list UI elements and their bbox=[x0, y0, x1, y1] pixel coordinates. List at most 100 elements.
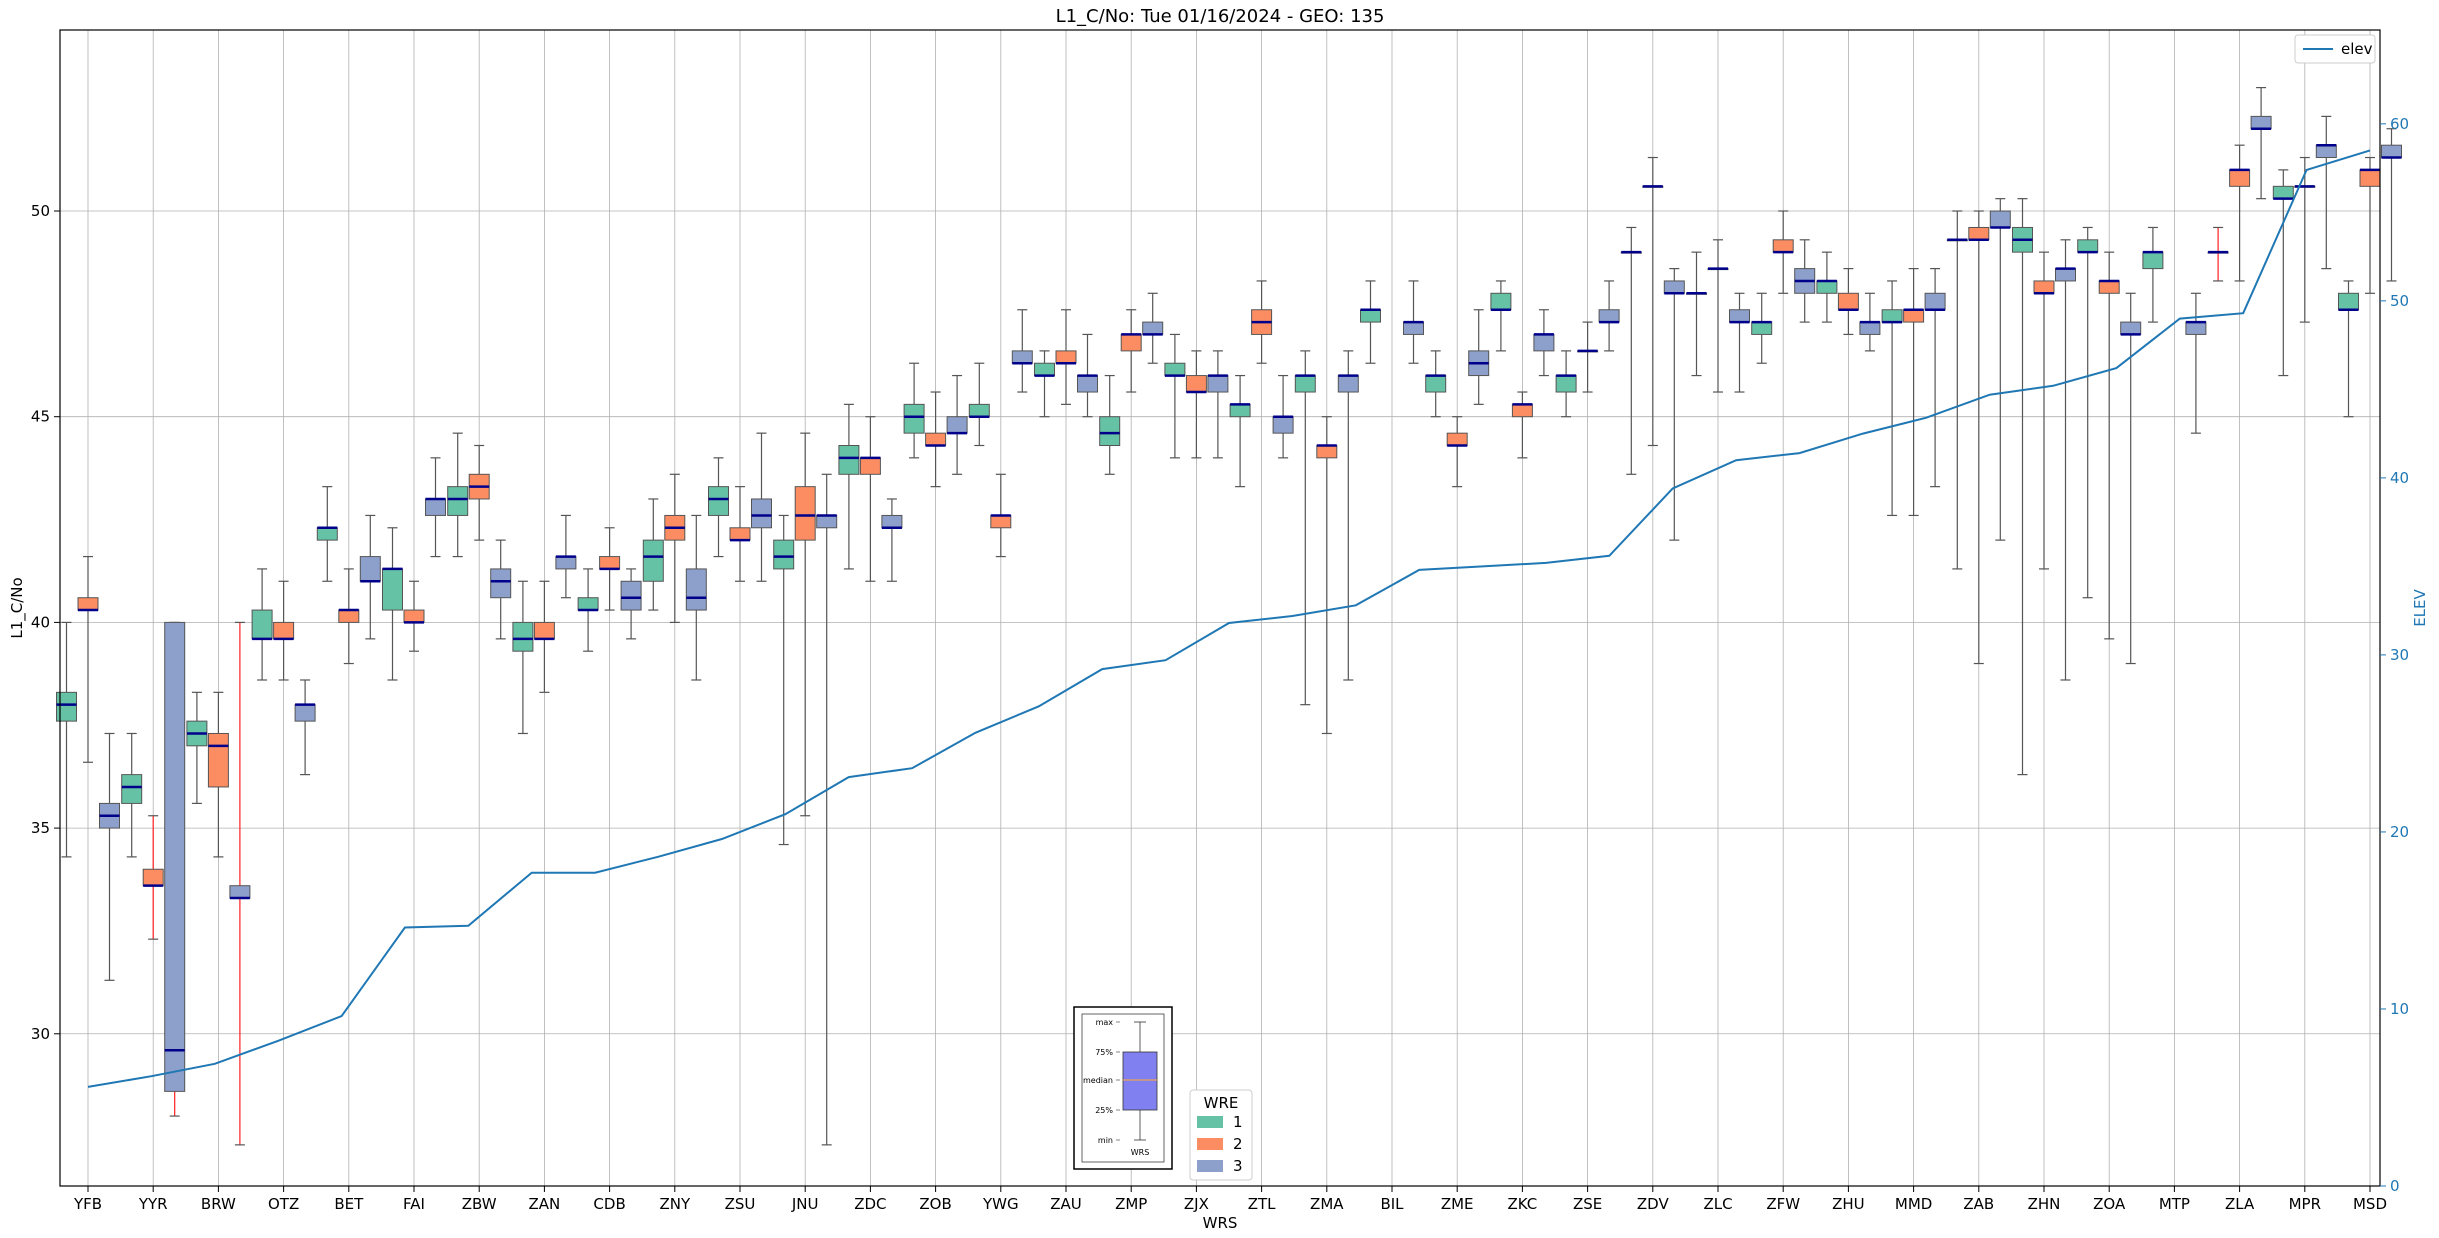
box-iqr bbox=[2185, 321, 2207, 335]
x-tick-label: ZAN bbox=[529, 1195, 561, 1213]
box-ZAB-wre1 bbox=[1946, 210, 1968, 570]
wre-legend-swatch bbox=[1197, 1160, 1223, 1172]
y2-tick-label: 50 bbox=[2390, 292, 2409, 310]
box-ZME-wre2 bbox=[1446, 416, 1468, 488]
y2-tick-label: 10 bbox=[2390, 1000, 2409, 1018]
box-iqr bbox=[316, 527, 338, 541]
box-YFB-wre3 bbox=[99, 732, 120, 981]
box-ZMP-wre2 bbox=[1120, 309, 1142, 393]
box-iqr bbox=[859, 457, 881, 475]
box-iqr bbox=[816, 514, 838, 529]
box-iqr bbox=[142, 868, 164, 887]
box-iqr bbox=[425, 498, 446, 516]
x-tick-label: ZOB bbox=[919, 1195, 951, 1213]
box-iqr bbox=[251, 609, 273, 640]
box-iqr bbox=[1185, 375, 1207, 393]
y-tick-label: 45 bbox=[31, 408, 50, 426]
box-key-inset: max 75% median 25% min WRS bbox=[1073, 1006, 1173, 1170]
box-ZME-wre3 bbox=[1468, 309, 1490, 405]
box-iqr bbox=[1729, 309, 1750, 323]
wre-legend-swatch bbox=[1197, 1116, 1223, 1128]
y2-tick-label: 20 bbox=[2390, 823, 2409, 841]
box-ZFW-wre2 bbox=[1772, 210, 1794, 294]
box-iqr bbox=[1989, 210, 2011, 228]
box-iqr bbox=[990, 514, 1012, 529]
box-JNU-wre2 bbox=[794, 432, 816, 817]
box-YFB-wre2 bbox=[77, 555, 99, 763]
box-iqr bbox=[2381, 144, 2402, 159]
axes: YFB YYR BRW OTZ BET FAI ZBW ZAN CDB ZNY ZSU JNU ZDC Z… bbox=[31, 115, 2409, 1213]
box-ZHU-wre3 bbox=[1859, 292, 1881, 352]
box-CDB-wre3 bbox=[620, 568, 642, 640]
box-ZAB-wre3 bbox=[1989, 198, 2011, 541]
box-iqr bbox=[1142, 321, 1164, 335]
box-ZTL-wre1 bbox=[1229, 374, 1251, 488]
y-tick-label: 40 bbox=[31, 613, 50, 631]
box-ZFW-wre1 bbox=[1751, 292, 1773, 364]
box-ZMP-wre1 bbox=[1099, 374, 1121, 475]
box-iqr bbox=[1337, 375, 1359, 393]
chart-title: L1_C/No: Tue 01/16/2024 - GEO: 135 bbox=[1056, 6, 1385, 27]
box-iqr bbox=[512, 621, 534, 652]
x-tick-label: MSD bbox=[2353, 1195, 2387, 1213]
box-iqr bbox=[1555, 375, 1577, 393]
box-ZBW-wre2 bbox=[468, 444, 490, 541]
box-iqr bbox=[533, 621, 555, 640]
box-iqr bbox=[1099, 416, 1121, 447]
box-iqr bbox=[359, 556, 381, 582]
box-iqr bbox=[729, 527, 751, 541]
box-iqr bbox=[2055, 268, 2076, 282]
x-tick-label: JNU bbox=[791, 1195, 819, 1213]
box-iqr bbox=[1207, 375, 1229, 393]
x-tick-label: ZSU bbox=[725, 1195, 756, 1213]
box-iqr bbox=[273, 621, 295, 640]
box-ZAU-wre1 bbox=[1034, 350, 1055, 418]
x-tick-label: BET bbox=[334, 1195, 364, 1213]
box-OTZ-wre1 bbox=[251, 568, 273, 681]
box-iqr bbox=[1229, 403, 1251, 418]
x-tick-label: ZSE bbox=[1573, 1195, 1602, 1213]
box-iqr bbox=[1772, 239, 1794, 253]
box-BET-wre2 bbox=[338, 568, 360, 665]
box-ZKC-wre1 bbox=[1490, 280, 1512, 352]
box-iqr bbox=[1881, 309, 1903, 323]
box-ZAN-wre1 bbox=[512, 580, 534, 735]
key-label: max bbox=[1096, 1018, 1114, 1027]
box-iqr bbox=[1011, 350, 1033, 364]
box-ZKC-wre2 bbox=[1511, 391, 1533, 459]
box-ZNY-wre2 bbox=[664, 473, 686, 623]
x-tick-label: ZME bbox=[1441, 1195, 1474, 1213]
wre-legend-label: 1 bbox=[1233, 1113, 1243, 1131]
box-iqr bbox=[773, 539, 795, 570]
box-ZHN-wre1 bbox=[2012, 198, 2033, 776]
box-ZSE-wre1 bbox=[1555, 350, 1577, 418]
box-iqr bbox=[207, 732, 229, 788]
x-tick-label: ZHN bbox=[2028, 1195, 2061, 1213]
box-ZAN-wre3 bbox=[555, 514, 577, 599]
y-tick-label: 50 bbox=[31, 202, 50, 220]
x-tick-label: FAI bbox=[403, 1195, 425, 1213]
box-iqr bbox=[620, 580, 642, 611]
x-tick-label: ZOA bbox=[2093, 1195, 2126, 1213]
box-ZDC-wre1 bbox=[838, 403, 860, 570]
x-tick-label: ZDC bbox=[854, 1195, 886, 1213]
box-iqr bbox=[903, 403, 925, 434]
box-ZTL-wre3 bbox=[1272, 374, 1294, 459]
y-tick-label: 35 bbox=[31, 819, 50, 837]
box-iqr bbox=[2077, 239, 2099, 253]
box-ZBW-wre3 bbox=[490, 539, 512, 640]
x-tick-label: ZLC bbox=[1703, 1195, 1732, 1213]
x-tick-label: ZAU bbox=[1050, 1195, 1082, 1213]
box-ZOB-wre1 bbox=[903, 362, 925, 459]
box-iqr bbox=[1663, 280, 1685, 294]
box-MTP-wre1 bbox=[2142, 226, 2164, 323]
plot-frame bbox=[59, 29, 2381, 1187]
x-tick-label: ZKC bbox=[1508, 1195, 1538, 1213]
box-iqr bbox=[338, 609, 360, 623]
box-MMD-wre1 bbox=[1881, 280, 1903, 517]
box-BIL-wre1 bbox=[1360, 280, 1381, 364]
box-ZOB-wre3 bbox=[946, 374, 968, 475]
key-inner-frame bbox=[1081, 1013, 1165, 1163]
x-tick-label: ZTL bbox=[1248, 1195, 1276, 1213]
wre-legend: WRE 1 2 3 bbox=[1189, 1089, 1253, 1181]
